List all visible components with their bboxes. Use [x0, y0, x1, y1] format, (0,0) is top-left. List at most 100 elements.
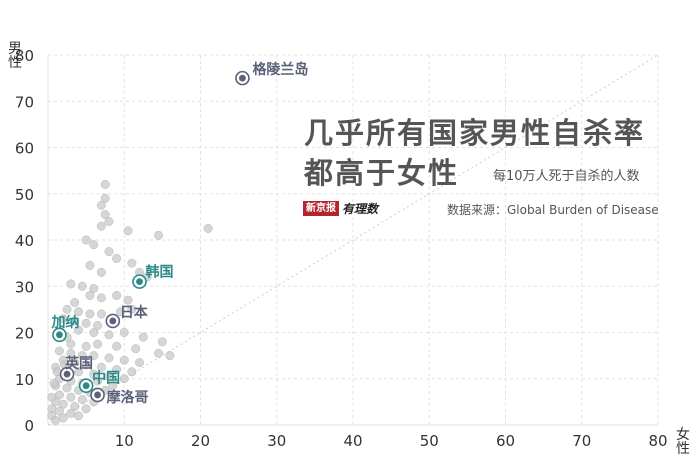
y-axis-label-text: 男性 [8, 41, 22, 71]
scatter-point [96, 309, 106, 319]
x-axis-ticks: 10 20 30 40 50 60 70 80 [115, 432, 668, 450]
scatter-point [77, 351, 87, 361]
scatter-point [131, 344, 141, 354]
x-axis-label: 女性 [676, 428, 690, 456]
scatter-point [119, 328, 129, 337]
scatter-point [157, 337, 167, 347]
scatter-point [93, 376, 103, 386]
scatter-point [58, 413, 68, 423]
scatter-point [70, 297, 80, 307]
logo-red-block: 新京报 [303, 200, 339, 216]
scatter-point [112, 291, 122, 300]
point-label: 摩洛哥 [107, 389, 149, 406]
scatter-point [112, 365, 122, 374]
scatter-point [123, 295, 133, 305]
highlight-point [82, 382, 90, 390]
scatter-point [81, 360, 91, 370]
scatter-point [81, 235, 91, 245]
scatter-point [49, 378, 59, 388]
x-tick-label: 60 [496, 432, 515, 450]
y-tick-label: 0 [24, 417, 34, 435]
scatter-point [47, 392, 57, 402]
scatter-point [96, 362, 106, 372]
scatter-point [89, 328, 99, 337]
scatter-point [104, 353, 114, 363]
y-tick-label: 80 [15, 47, 34, 65]
scatter-point [119, 374, 129, 384]
brand-logo: 新京报 有理数 [303, 200, 378, 216]
scatter-point [104, 371, 114, 381]
scatter-point [127, 304, 137, 314]
x-tick-label: 70 [572, 432, 591, 450]
scatter-point [104, 247, 114, 257]
scatter-point [70, 316, 80, 326]
scatter-point [66, 339, 76, 349]
scatter-point [66, 392, 76, 402]
scatter-point [89, 284, 99, 294]
scatter-point [66, 279, 76, 289]
scatter-point [119, 355, 129, 365]
scatter-point [74, 325, 83, 335]
highlight-point [109, 317, 117, 325]
highlight-point [239, 74, 246, 82]
scatter-point [70, 358, 80, 368]
x-tick-label: 10 [115, 432, 134, 450]
scatter-point [93, 321, 103, 331]
scatter-point [127, 367, 137, 377]
y-tick-label: 20 [15, 325, 34, 343]
point-label: 加纳 [50, 314, 79, 331]
scatter-point [85, 260, 95, 270]
scatter-point [51, 415, 61, 425]
scatter-point [66, 348, 76, 358]
scatter-point [96, 293, 106, 303]
scatter-point [127, 258, 137, 268]
scatter-point [77, 281, 87, 291]
scatter-point [81, 341, 91, 351]
highlight-point [56, 331, 63, 339]
logo-script-text: 有理数 [342, 201, 379, 216]
scatter-point [74, 411, 83, 421]
scatter-point [81, 404, 91, 414]
point-label: 中国 [92, 370, 120, 387]
scatter-point [154, 348, 164, 358]
scatter-point [89, 351, 99, 361]
scatter-point [85, 291, 95, 300]
x-axis-label-text: 女性 [676, 427, 690, 457]
scatter-point [108, 381, 118, 391]
highlight-point [94, 391, 101, 399]
scatter-point [115, 307, 125, 317]
scatter-point [74, 367, 83, 377]
point-label: 格陵兰岛 [252, 61, 308, 78]
y-axis-label: 男性 [8, 42, 22, 70]
scatter-point [104, 330, 114, 340]
scatter-point [135, 358, 144, 368]
scatter-point [112, 254, 122, 263]
y-tick-label: 40 [15, 232, 34, 250]
scatter-point [66, 408, 76, 418]
chart-title-line-1: 几乎所有国家男性自杀率 [304, 116, 646, 150]
point-label: 日本 [120, 304, 149, 321]
scatter-point [96, 200, 106, 210]
highlight-point [63, 370, 71, 378]
x-tick-label: 50 [420, 432, 439, 450]
scatter-point [62, 383, 72, 393]
point-label: 英国 [64, 355, 93, 372]
scatter-point [100, 210, 110, 220]
scatter-point [58, 399, 68, 409]
scatter-point [154, 230, 164, 240]
background-points [47, 180, 213, 425]
scatter-point [112, 341, 122, 351]
scatter-point [93, 339, 103, 349]
scatter-point [77, 395, 87, 405]
scatter-point [58, 314, 68, 324]
chart-subtitle: 每10万人死于自杀的人数 [493, 169, 640, 184]
point-label: 韩国 [146, 264, 174, 281]
x-tick-label: 40 [343, 432, 362, 450]
chart-title-line-2: 都高于女性 [304, 156, 460, 190]
scatter-point [123, 226, 133, 236]
scatter-point [100, 193, 110, 203]
scatter-point [54, 346, 64, 356]
scatter-point [104, 217, 114, 226]
